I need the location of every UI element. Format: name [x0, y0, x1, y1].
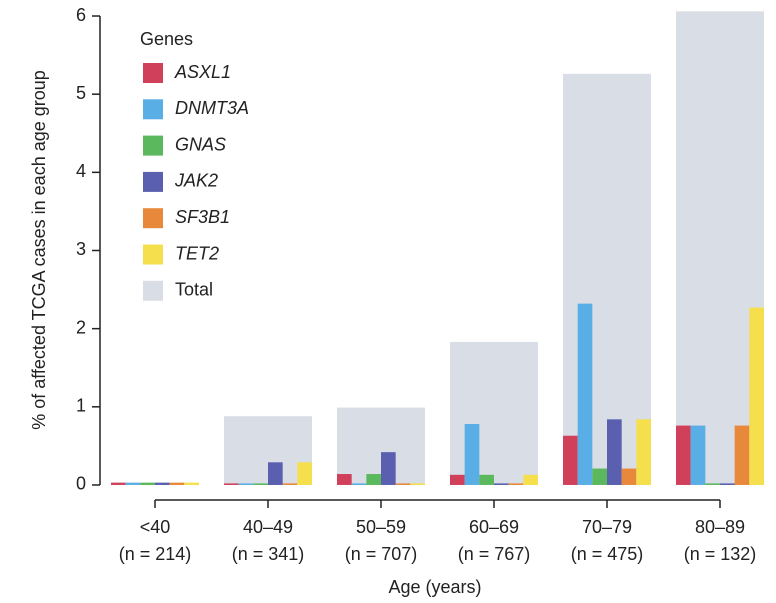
bar — [508, 483, 524, 485]
bar — [720, 483, 735, 485]
bar — [563, 435, 578, 485]
bar — [282, 483, 298, 485]
y-tick-label: 5 — [76, 83, 86, 103]
y-tick-label: 0 — [76, 474, 86, 494]
legend-swatch — [143, 99, 163, 120]
legend-swatch — [143, 171, 163, 192]
bar — [155, 482, 170, 485]
bar — [238, 483, 254, 485]
y-tick-label: 6 — [76, 5, 86, 25]
legend-label: GNAS — [175, 134, 226, 154]
bar — [111, 482, 126, 485]
legend-label: JAK2 — [174, 171, 218, 191]
bar — [169, 482, 185, 485]
bar — [676, 425, 691, 485]
bar — [577, 303, 593, 485]
bar — [450, 474, 465, 485]
bar — [690, 425, 706, 485]
bar — [607, 419, 622, 485]
bar — [494, 483, 509, 485]
bar — [224, 483, 239, 485]
bar — [381, 452, 396, 485]
legend-label: TET2 — [175, 243, 219, 263]
bar — [636, 419, 651, 485]
total-bar — [450, 341, 538, 485]
bar — [734, 425, 750, 485]
legend-label: Total — [175, 280, 213, 300]
bar — [410, 483, 425, 485]
y-tick-label: 2 — [76, 317, 86, 337]
bar — [351, 483, 367, 485]
bar — [395, 483, 411, 485]
bar — [125, 482, 141, 485]
x-tick-label: 70–79 — [582, 517, 632, 537]
bar — [366, 474, 381, 485]
bar — [479, 474, 494, 485]
x-axis-label: Age (years) — [388, 577, 481, 597]
bar — [464, 424, 480, 485]
bar — [749, 307, 764, 485]
legend-label: ASXL1 — [174, 62, 231, 82]
x-tick-label: <40 — [140, 517, 171, 537]
bar — [253, 483, 268, 485]
x-tick-sublabel: (n = 475) — [571, 544, 644, 564]
y-tick-label: 1 — [76, 396, 86, 416]
bar — [184, 482, 199, 485]
x-tick-sublabel: (n = 132) — [684, 544, 757, 564]
y-tick-label: 3 — [76, 239, 86, 259]
legend-swatch — [143, 135, 163, 156]
legend-swatch — [143, 244, 163, 265]
x-tick-sublabel: (n = 767) — [458, 544, 531, 564]
x-tick-label: 50–59 — [356, 517, 406, 537]
legend-label: DNMT3A — [175, 98, 249, 118]
legend-swatch — [143, 208, 163, 229]
x-tick-sublabel: (n = 707) — [345, 544, 418, 564]
bar — [140, 482, 155, 485]
x-tick-label: 60–69 — [469, 517, 519, 537]
legend-title: Genes — [140, 29, 193, 49]
bar — [268, 462, 283, 485]
bar — [592, 468, 607, 485]
legend-label: SF3B1 — [175, 207, 230, 227]
bar — [705, 483, 720, 485]
legend-swatch — [143, 280, 163, 301]
x-tick-label: 40–49 — [243, 517, 293, 537]
y-axis-label: % of affected TCGA cases in each age gro… — [29, 70, 49, 430]
bar — [621, 468, 637, 485]
x-tick-sublabel: (n = 214) — [119, 544, 192, 564]
bar — [337, 474, 352, 485]
y-tick-label: 4 — [76, 161, 86, 181]
x-tick-label: 80–89 — [695, 517, 745, 537]
bar — [523, 474, 538, 485]
legend-swatch — [143, 63, 163, 83]
x-tick-sublabel: (n = 341) — [232, 544, 305, 564]
bar — [297, 462, 312, 485]
